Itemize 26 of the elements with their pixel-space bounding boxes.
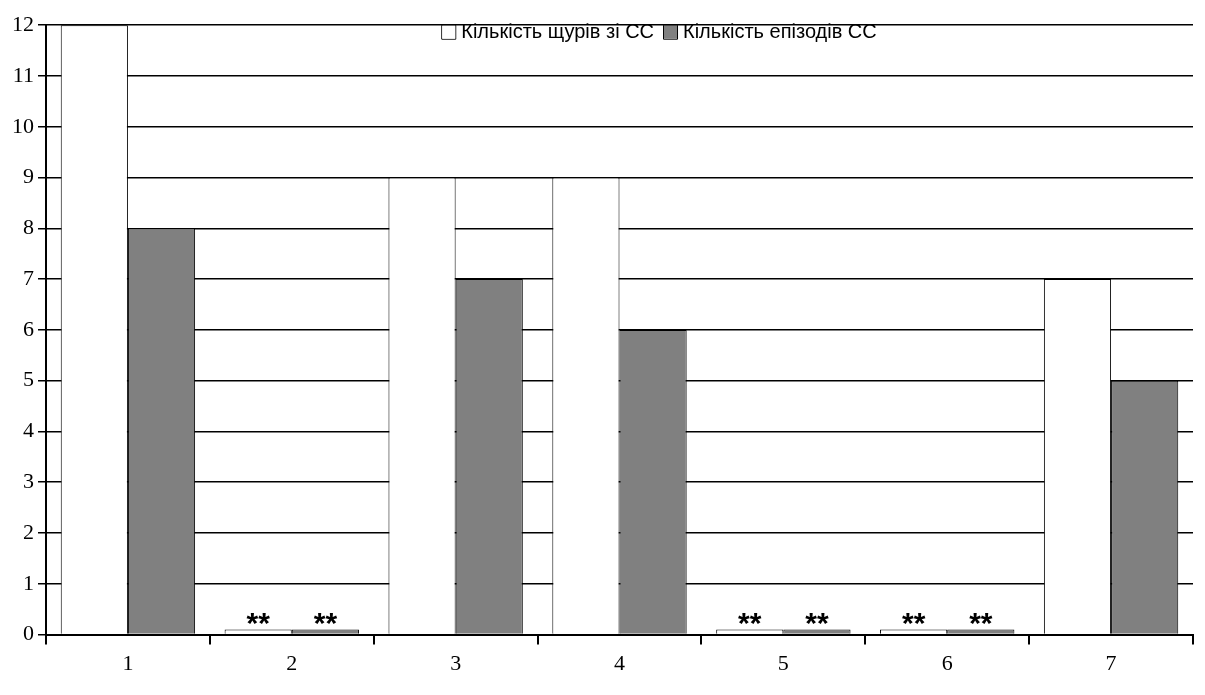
y-tick-label: 1 [23,569,34,595]
text: ** [969,605,993,639]
y-tick-label: 8 [23,214,34,240]
y-tick-label: 4 [23,417,34,443]
x-tick-label: 3 [450,649,462,675]
x-tick-label: 1 [122,649,134,675]
x-tick-label: 4 [614,649,625,675]
y-tick-label: 12 [12,10,34,36]
text: ** [805,605,829,639]
x-tick-label: 5 [777,649,789,675]
x-tick-label: 7 [1105,649,1117,675]
annotation: ** [313,605,338,639]
y-tick-label: 2 [23,518,34,544]
annotation: ** [738,605,762,639]
y-tick-label: 5 [23,366,34,392]
y-tick-label: 0 [23,620,34,646]
text: ** [246,605,270,639]
y-tick-label: 10 [12,112,34,138]
y-tick-label: 6 [23,315,34,341]
y-tick-label: 3 [23,468,34,494]
annotation: ** [901,605,926,639]
y-tick-label: 7 [23,264,34,290]
x-tick-label: 2 [286,649,298,675]
y-tick-label: 11 [12,61,34,87]
y-tick-label: 9 [23,163,34,189]
x-tick-label: 6 [941,649,953,675]
